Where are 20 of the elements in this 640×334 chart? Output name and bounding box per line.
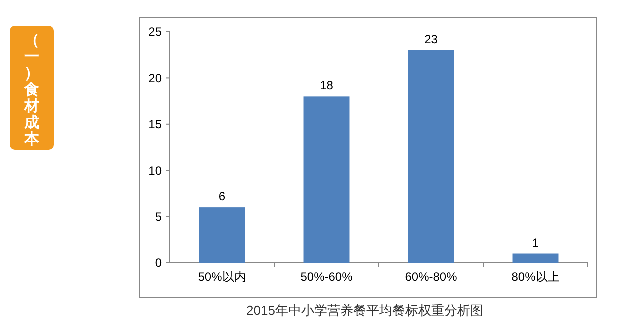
bar bbox=[304, 96, 350, 263]
text: 2015年中小学营养餐平均餐标权重分析图 bbox=[246, 303, 484, 318]
bar bbox=[512, 254, 559, 263]
y-tick-label: 20 bbox=[148, 71, 162, 86]
data-label: 6 bbox=[218, 190, 226, 204]
bar bbox=[408, 50, 454, 263]
bar bbox=[199, 208, 246, 263]
y-tick-label: 25 bbox=[148, 25, 162, 40]
text: （一）食材成本 bbox=[24, 32, 40, 148]
data-label: 23 bbox=[424, 32, 438, 46]
y-tick-label: 10 bbox=[148, 164, 162, 178]
y-tick-label: 5 bbox=[155, 210, 162, 224]
y-tick-label: 15 bbox=[148, 118, 162, 132]
y-tick-label: 0 bbox=[155, 256, 162, 270]
x-tick-label: 60%-80% bbox=[405, 270, 458, 284]
x-tick-label: 50%以内 bbox=[198, 270, 246, 284]
data-label: 18 bbox=[320, 78, 334, 93]
data-label: 1 bbox=[532, 236, 540, 250]
x-tick-label: 80%以上 bbox=[512, 270, 560, 284]
x-tick-label: 50%-60% bbox=[300, 270, 354, 284]
